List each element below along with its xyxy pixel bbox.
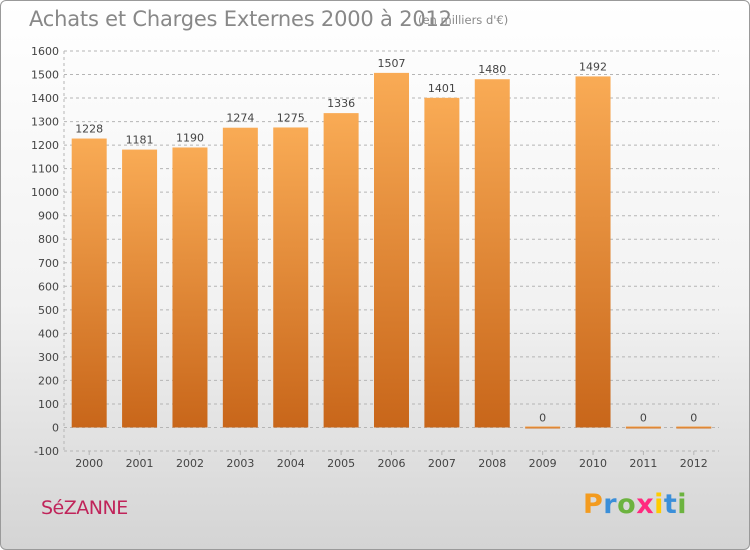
bar-2008 <box>474 79 510 428</box>
chart-unit: (en milliers d'€) <box>418 13 509 27</box>
x-tick-label: 2010 <box>579 457 607 470</box>
y-tick-label: 400 <box>38 327 59 340</box>
bar-2001 <box>122 149 158 428</box>
logo-letter: o <box>617 489 637 520</box>
y-tick-label: 1100 <box>31 163 59 176</box>
data-label: 1401 <box>428 82 456 95</box>
data-label: 1336 <box>327 97 355 110</box>
logo-letter: i <box>654 489 664 520</box>
x-tick-label: 2011 <box>629 457 657 470</box>
logo-letter: t <box>663 489 678 520</box>
data-label: 1480 <box>478 63 506 76</box>
y-tick-label: 100 <box>38 398 59 411</box>
bar-2005 <box>323 113 359 428</box>
data-label: 1507 <box>378 57 406 70</box>
data-label: 0 <box>690 411 697 424</box>
y-tick-label: 0 <box>52 421 59 434</box>
x-tick-label: 2003 <box>226 457 254 470</box>
proxiti-logo[interactable]: Proxiti <box>583 489 687 520</box>
logo-letter: r <box>603 489 618 520</box>
y-tick-label: 500 <box>38 304 59 317</box>
y-tick-label: 1000 <box>31 186 59 199</box>
city-name: SéZANNE <box>41 497 128 519</box>
x-axis: 2000 2001 2002 2003 2004 2005 2006 2007 2008 2009… <box>75 451 708 470</box>
data-label: 1181 <box>126 134 154 147</box>
bar-2003 <box>222 127 258 428</box>
y-axis: -100 0 100 200 300 400 500 600 700 800 900 1000 1100… <box>31 45 59 458</box>
bar-2004 <box>273 127 309 428</box>
data-label: 1275 <box>277 111 305 124</box>
x-tick-label: 2000 <box>75 457 103 470</box>
y-tick-label: 900 <box>38 210 59 223</box>
logo-letter: P <box>583 489 604 520</box>
bar-2006 <box>374 72 409 428</box>
data-label: 1190 <box>176 131 204 144</box>
bars: 1228 1181 1190 1274 1275 1336 1507 1401 1480 0 149… <box>71 57 712 429</box>
bar-2009 <box>525 426 561 429</box>
bar-2002 <box>172 147 208 428</box>
y-tick-label: 1200 <box>31 139 59 152</box>
x-tick-label: 2008 <box>478 457 506 470</box>
x-tick-label: 2006 <box>378 457 406 470</box>
y-tick-label: 1400 <box>31 92 59 105</box>
data-label: 0 <box>539 411 546 424</box>
bar-2010 <box>575 76 611 428</box>
bar-2012 <box>676 426 712 429</box>
y-tick-label: 1500 <box>31 69 59 82</box>
logo-letter: x <box>636 489 655 520</box>
y-tick-label: 1600 <box>31 45 59 58</box>
x-tick-label: 2009 <box>529 457 557 470</box>
data-label: 1492 <box>579 60 607 73</box>
x-tick-label: 2002 <box>176 457 204 470</box>
x-tick-label: 2012 <box>680 457 708 470</box>
y-tick-label: 800 <box>38 233 59 246</box>
x-tick-label: 2001 <box>126 457 154 470</box>
y-tick-label: 1300 <box>31 116 59 129</box>
y-tick-label: 600 <box>38 280 59 293</box>
x-tick-label: 2005 <box>327 457 355 470</box>
data-label: 0 <box>640 411 647 424</box>
y-tick-label: 700 <box>38 257 59 270</box>
y-tick-label: 200 <box>38 374 59 387</box>
bar-2007 <box>424 97 460 428</box>
data-label: 1228 <box>75 123 103 136</box>
bar-2000 <box>71 138 107 428</box>
x-tick-label: 2004 <box>277 457 305 470</box>
y-tick-label: -100 <box>34 445 59 458</box>
x-tick-label: 2007 <box>428 457 456 470</box>
data-label: 1274 <box>226 112 254 125</box>
y-tick-label: 300 <box>38 351 59 364</box>
chart-title: Achats et Charges Externes 2000 à 2012 <box>29 7 452 31</box>
bar-2011 <box>625 426 661 429</box>
logo-letter: i <box>677 489 688 520</box>
